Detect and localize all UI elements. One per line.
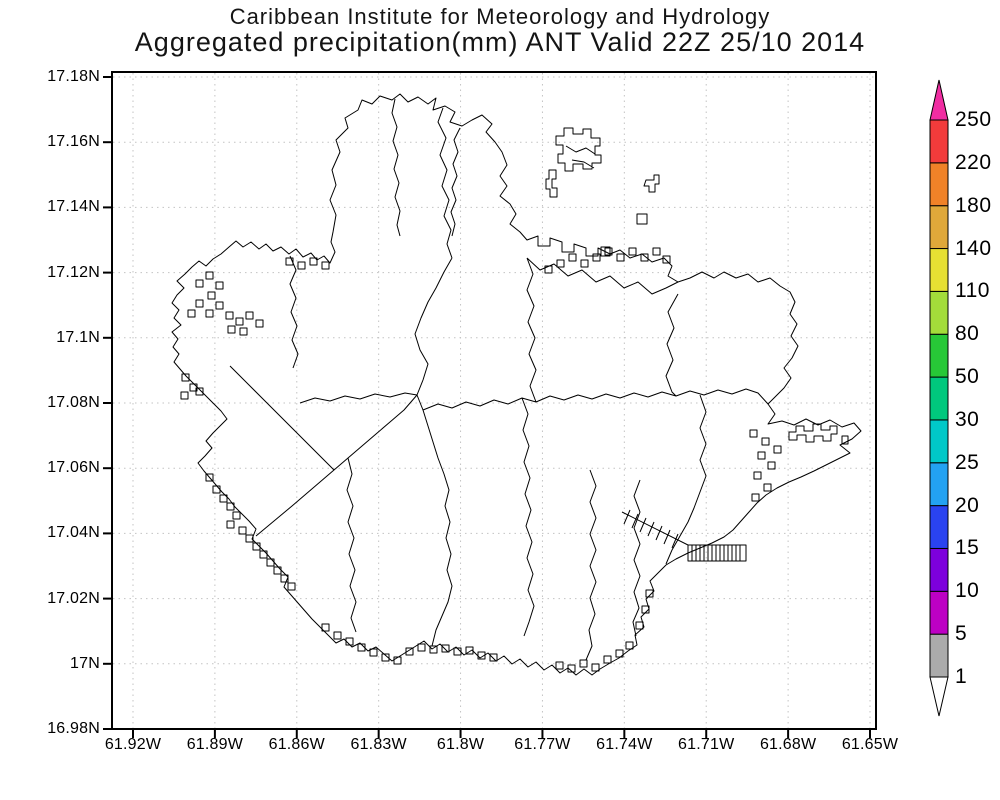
colorbar-level-label: 10 xyxy=(955,579,980,603)
y-tick-label: 17.02N xyxy=(47,589,100,607)
colorbar-level-label: 5 xyxy=(955,622,968,646)
y-tick-label: 17.12N xyxy=(47,263,100,281)
x-tick-label: 61.77W xyxy=(514,736,571,753)
x-tick-label: 61.74W xyxy=(596,736,653,753)
colorbar-level-label: 25 xyxy=(955,450,980,474)
colorbar-under-arrow xyxy=(929,676,949,717)
x-tick-label: 61.68W xyxy=(759,736,817,753)
y-tick-label: 17.16N xyxy=(47,133,100,151)
colorbar-level-label: 1 xyxy=(955,665,968,688)
colorbar-level-label: 50 xyxy=(955,365,980,389)
colorbar-segment xyxy=(929,462,949,507)
colorbar-level-label: 15 xyxy=(955,536,980,560)
x-tick-label: 61.71W xyxy=(678,736,735,753)
colorbar-segment xyxy=(929,505,949,549)
colorbar-segment xyxy=(929,547,949,592)
colorbar-segment xyxy=(929,333,949,378)
striped-coast-cells xyxy=(687,544,747,562)
colorbar-segment xyxy=(929,248,949,292)
y-tick-label: 17.06N xyxy=(47,459,100,477)
coastal-grid-cells xyxy=(180,247,782,673)
y-tick-label: 17.1N xyxy=(56,328,100,346)
colorbar-segment xyxy=(929,376,949,421)
y-tick-label: 17.18N xyxy=(47,68,100,85)
colorbar-level-label: 80 xyxy=(955,322,980,346)
axis-tick-marks xyxy=(103,76,872,738)
colorbar-level-label: 180 xyxy=(955,193,992,217)
colorbar-level-label: 250 xyxy=(955,108,992,131)
colorbar-segment xyxy=(929,119,949,164)
y-tick-label: 16.98N xyxy=(47,720,100,737)
colorbar-level-label: 30 xyxy=(955,407,980,431)
colorbar-segment xyxy=(929,205,949,250)
colorbar-segment xyxy=(929,290,949,335)
y-tick-label: 17N xyxy=(70,654,100,672)
x-tick-label: 61.92W xyxy=(104,736,162,753)
y-tick-label: 17.14N xyxy=(47,198,100,216)
y-tick-label: 17.08N xyxy=(47,394,100,411)
offshore-islands xyxy=(545,127,849,445)
cell-chain-southeast xyxy=(621,509,689,549)
coastline-path xyxy=(171,93,862,676)
figure-title-line2: Aggregated precipitation(mm) ANT Valid 2… xyxy=(134,27,866,57)
colorbar-level-label: 20 xyxy=(955,493,980,517)
colorbar-over-arrow xyxy=(929,79,949,121)
colorbar-segment xyxy=(929,162,949,207)
precipitation-colorbar xyxy=(929,79,949,717)
map-frame xyxy=(111,71,877,730)
x-tick-label: 61.89W xyxy=(186,736,244,753)
colorbar-level-label: 220 xyxy=(955,150,992,174)
y-tick-label: 17.04N xyxy=(47,524,100,542)
x-tick-label: 61.83W xyxy=(350,736,407,753)
watershed-boundaries xyxy=(229,98,769,661)
colorbar-segment xyxy=(929,419,949,464)
x-tick-label: 61.8W xyxy=(436,736,485,753)
colorbar-level-label: 110 xyxy=(955,279,990,303)
x-tick-label: 61.65W xyxy=(841,736,899,753)
x-tick-label: 61.86W xyxy=(268,736,325,753)
figure-title-line1: Caribbean Institute for Meteorology and … xyxy=(229,4,771,29)
colorbar-segment xyxy=(929,590,949,635)
colorbar-level-label: 140 xyxy=(955,236,992,260)
grid-lines xyxy=(113,73,875,728)
antigua-map xyxy=(171,93,862,676)
colorbar-segment xyxy=(929,633,949,678)
